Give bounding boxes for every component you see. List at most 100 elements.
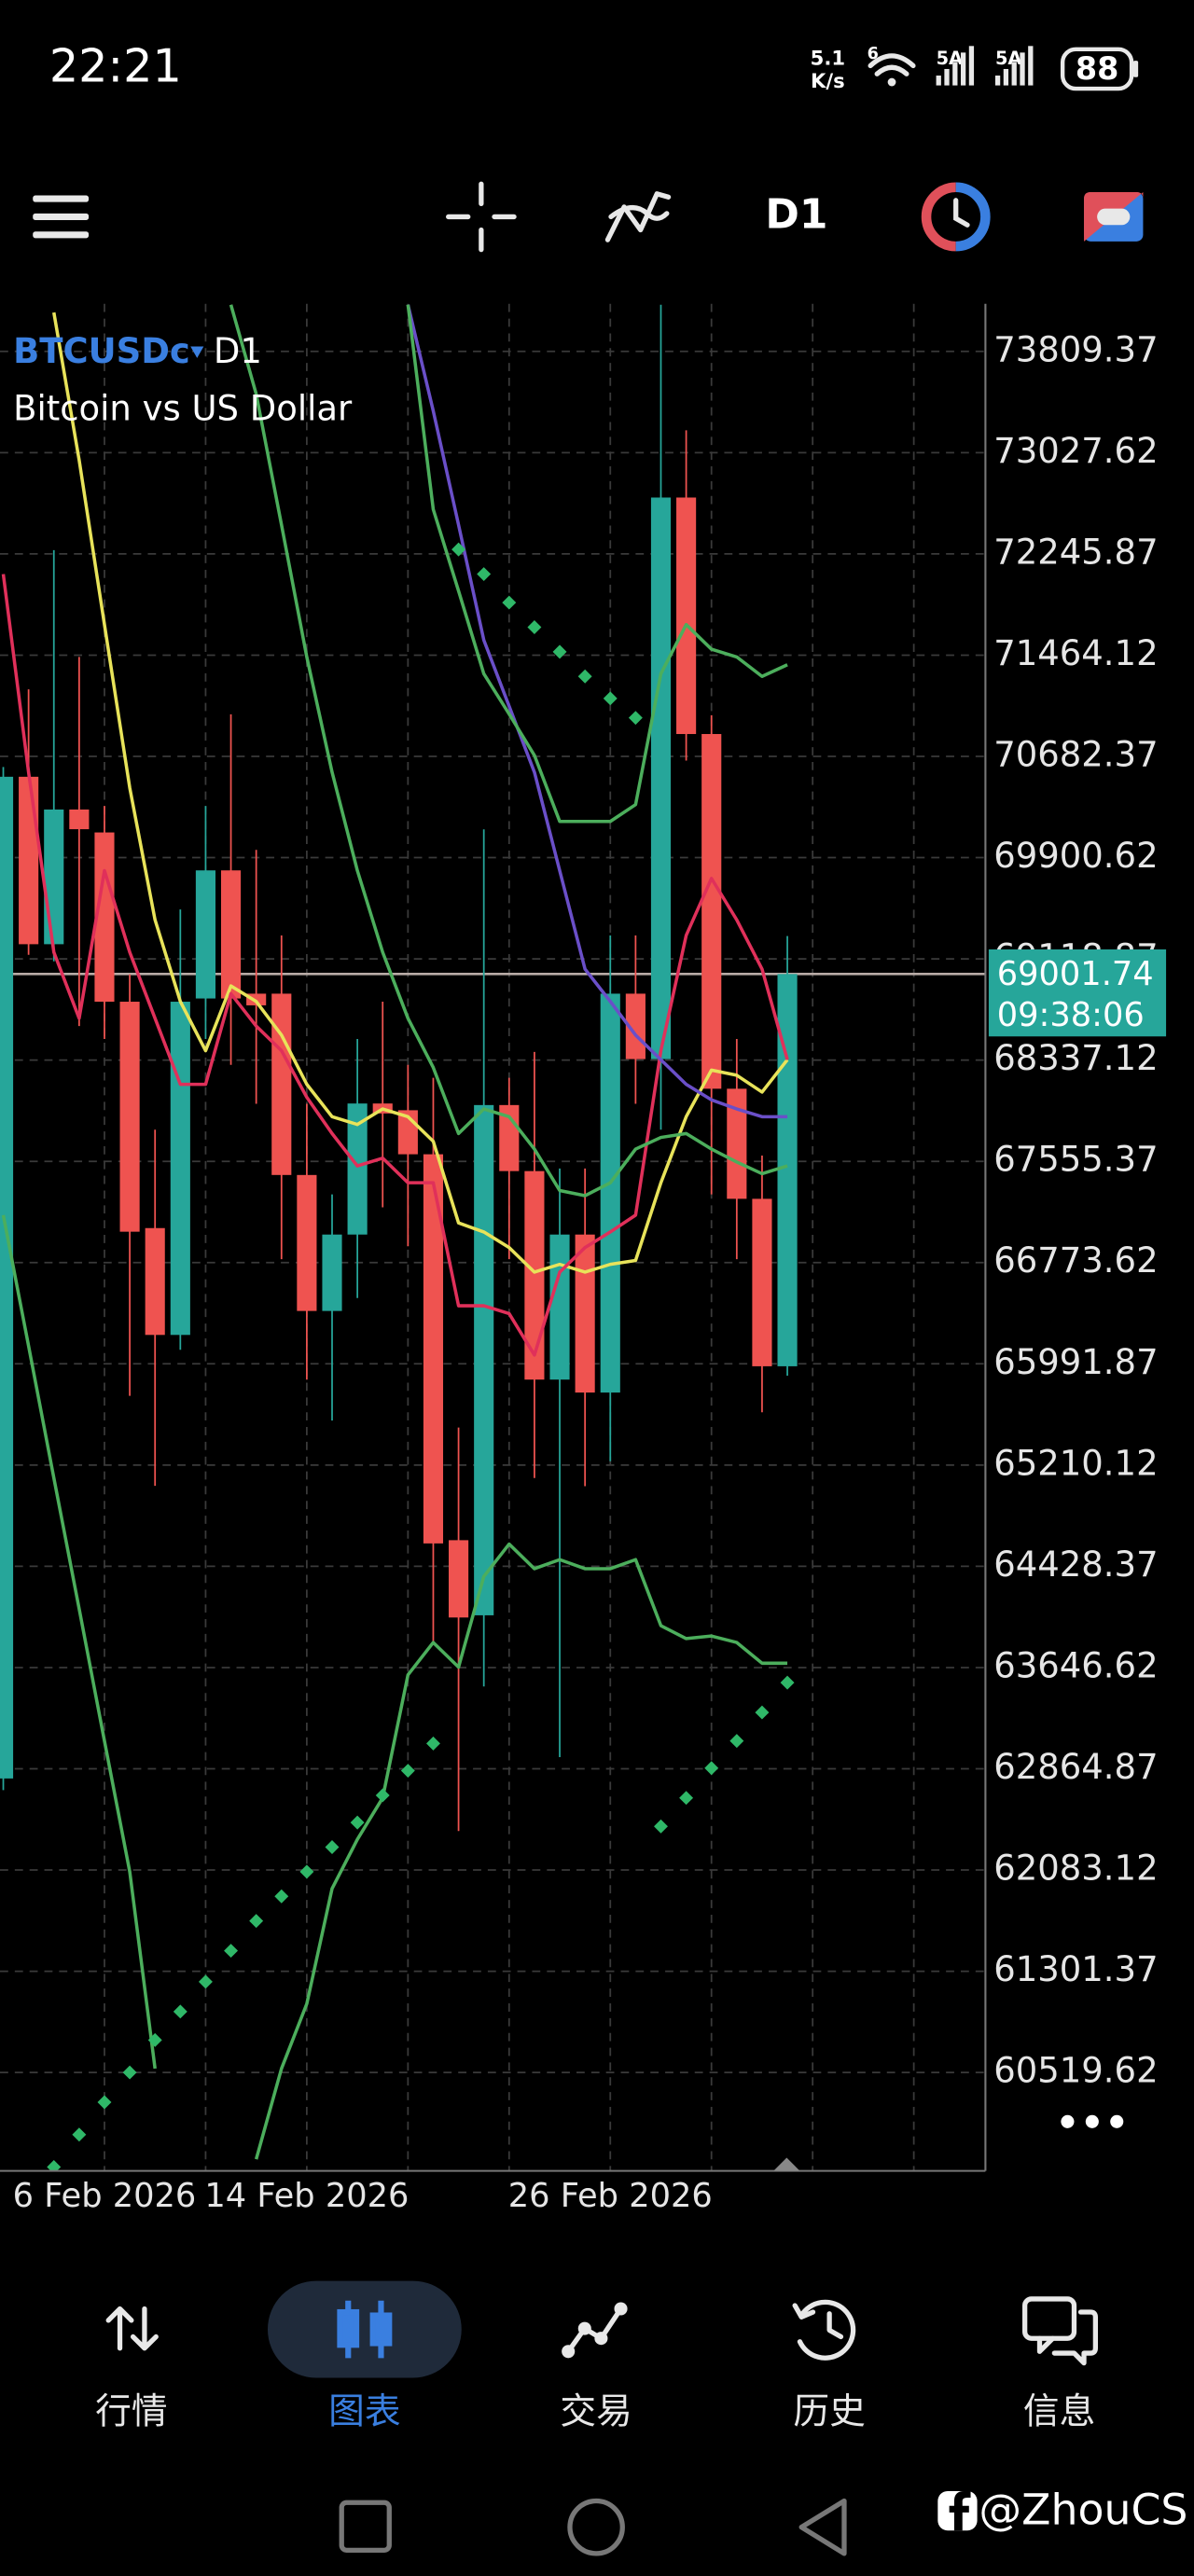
y-tick-label: 73809.37 [993,329,1158,369]
y-tick-label: 66773.62 [993,1240,1158,1281]
candle-body [0,776,14,1779]
candle-body [297,1174,317,1311]
candle-body [524,1170,545,1380]
candle-body [119,1002,140,1232]
home-button[interactable] [567,2498,625,2556]
last-price-label: 69001.74 [997,955,1154,993]
indicator-line [1,574,789,1357]
trade-button[interactable] [1084,192,1144,242]
candle-body [44,809,64,945]
messages-icon[interactable] [1022,2296,1099,2366]
sar-dot [451,542,466,557]
symbol[interactable]: BTCUSDc [13,331,190,371]
clock: 22:21 [49,38,182,92]
quotes-icon[interactable] [105,2306,159,2351]
y-tick-label: 61301.37 [993,1949,1158,1989]
last-price-tag [988,949,1167,1037]
wifi-gen: 6 [868,45,879,63]
chart-icon[interactable] [337,2300,393,2359]
candle-body [145,1227,165,1336]
y-tick-label: 65991.87 [993,1342,1158,1382]
candle-body [220,870,242,999]
candle-body [322,1234,342,1311]
candle-body [676,497,697,735]
candle-body [777,974,798,1366]
battery [1060,47,1134,91]
y-tick-label: 70682.37 [993,734,1158,774]
candle-body [170,1002,190,1336]
scroll-marker [773,2157,800,2171]
candle-body [600,993,620,1393]
sar-dot [628,711,643,726]
watermark-logo-mark [949,2490,971,2531]
net-speed-unit: K/s [811,69,845,92]
candle-body [271,993,292,1175]
objects-button[interactable] [921,182,991,252]
x-tick-label: 6 Feb 2026 [13,2177,197,2215]
battery-level: 88 [1076,50,1119,87]
battery-tip [1132,61,1139,77]
indicator-line [406,304,788,824]
nav-label[interactable]: 交易 [560,2391,632,2433]
indicator-line [406,304,788,1119]
candle-body [474,1104,494,1615]
y-tick-label: 67555.37 [993,1140,1158,1180]
indicator-line [229,304,788,1198]
nav-label[interactable]: 行情 [95,2391,167,2433]
bottom-navigation: 行情 图表 交易 历史 信息 [95,2391,1095,2433]
plot-area [0,304,986,2171]
y-tick-label: 62083.12 [993,1849,1158,1889]
bar-countdown: 09:38:06 [997,996,1145,1034]
x-tick-label: 14 Feb 2026 [204,2177,409,2215]
y-tick-label: 62864.87 [993,1747,1158,1787]
y-tick-label: 73027.62 [993,431,1158,471]
candle-body [347,1103,368,1235]
menu-button[interactable] [33,195,90,239]
candle-body [575,1234,595,1393]
candle-body [195,870,215,999]
y-tick-label: 65210.12 [993,1443,1158,1483]
y-tick-label: 68337.12 [993,1038,1158,1078]
candle-body [19,776,39,945]
signal-1 [936,46,975,86]
more-button[interactable] [1061,2114,1124,2128]
indicators-button[interactable] [604,191,672,242]
candle-body [69,809,90,830]
back-button[interactable] [798,2498,847,2556]
trade-icon[interactable] [562,2302,628,2359]
candle-body [701,734,722,1089]
nav-label[interactable]: 图表 [328,2391,400,2433]
y-tick-label: 71464.12 [993,633,1158,673]
nav-label[interactable]: 历史 [793,2391,865,2433]
candle-body [549,1234,570,1380]
sar-dot [477,567,492,582]
crosshair-button[interactable] [446,181,517,253]
sim1-label: 5A [937,48,963,69]
history-icon[interactable] [792,2299,856,2361]
net-speed: 5.1 [811,46,845,69]
candle-body [752,1198,772,1366]
indicator-line [254,1542,788,2160]
sim2-label: 5A [995,48,1021,69]
active-tab-pill [267,2280,462,2378]
y-tick-label: 69900.62 [993,836,1158,876]
nav-label[interactable]: 信息 [1023,2391,1095,2433]
indicator-line [52,312,789,1274]
candle-body [449,1540,469,1618]
y-tick-label: 63646.62 [993,1645,1158,1685]
candle-body [650,497,672,1059]
timeframe-button[interactable]: D1 [765,190,827,238]
signal-2 [994,46,1034,86]
candle-body [727,1088,747,1199]
chart-timeframe: D1 [214,331,262,371]
symbol-dropdown[interactable] [190,346,204,358]
recents-button[interactable] [339,2500,392,2553]
candle-body [94,832,115,1003]
candle-body [423,1154,444,1544]
symbol-description: Bitcoin vs US Dollar [13,389,353,429]
